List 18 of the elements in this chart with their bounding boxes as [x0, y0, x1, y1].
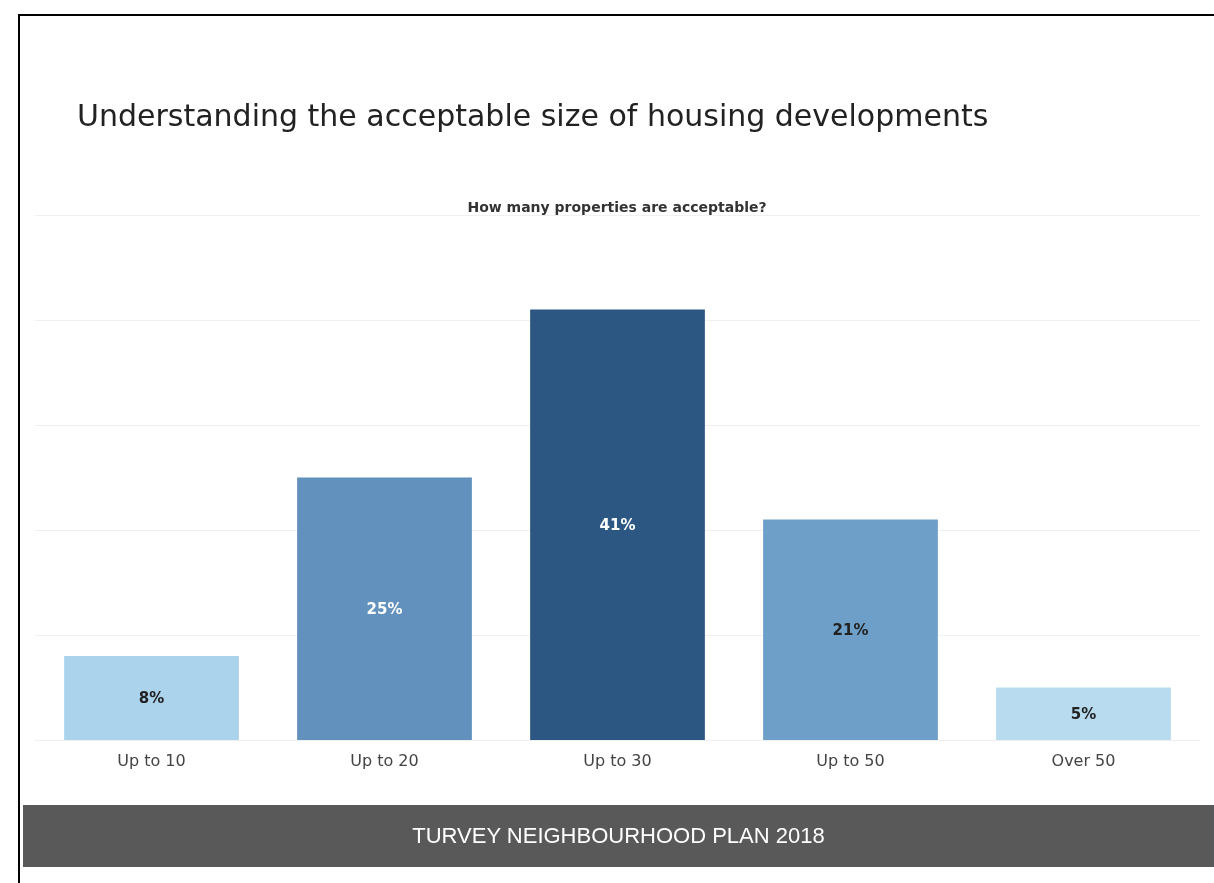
data-label: 8%: [138, 689, 165, 707]
chart-title: Understanding the acceptable size of housing developments: [77, 98, 989, 133]
x-tick-label: Up to 10: [117, 750, 186, 770]
bar: [996, 687, 1171, 740]
chart-subtitle: How many properties are acceptable?: [467, 199, 767, 215]
x-tick-label: Over 50: [1051, 750, 1116, 770]
bar: [297, 477, 472, 740]
x-tick-label: Up to 50: [816, 750, 885, 770]
data-label: 5%: [1070, 704, 1097, 723]
bar: [530, 309, 705, 740]
data-label: 41%: [599, 515, 636, 534]
bar: [64, 656, 239, 740]
text: TURVEY NEIGHBOURHOOD PLAN 2018: [23, 805, 1214, 867]
x-tick-label: Up to 30: [583, 750, 652, 770]
data-label: 21%: [832, 620, 869, 639]
x-tick-label: Up to 20: [350, 750, 419, 770]
data-label: 25%: [366, 599, 403, 618]
bar: [763, 519, 938, 740]
